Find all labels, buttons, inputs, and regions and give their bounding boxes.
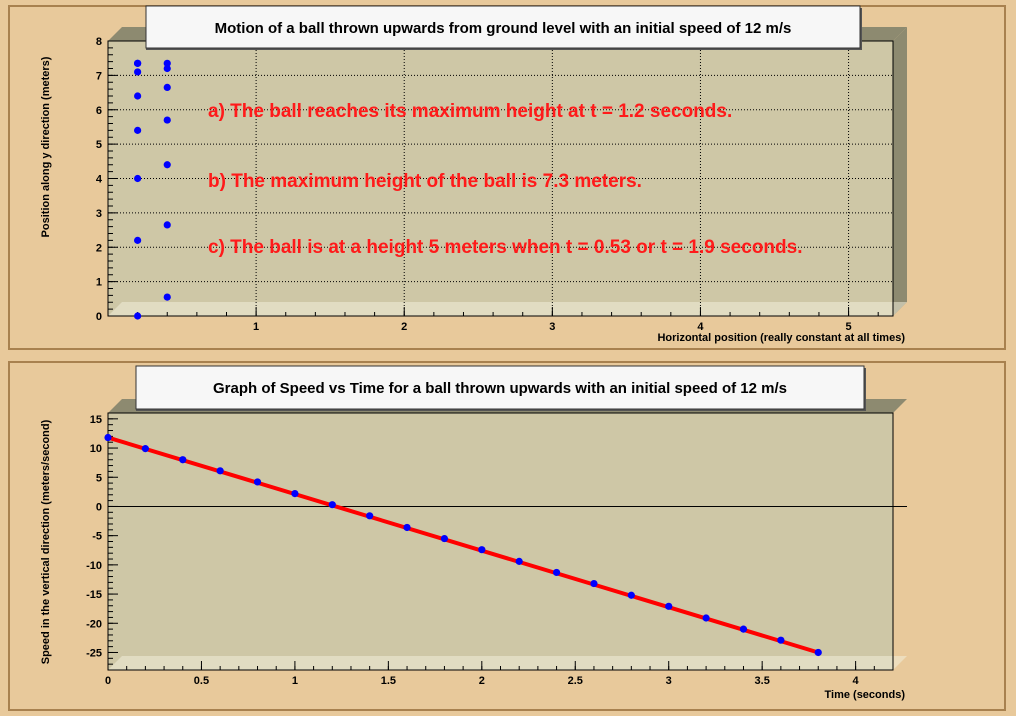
bottom-x-axis-label: Time (seconds) — [825, 689, 906, 701]
bottom-x-tick-label: 4 — [853, 675, 860, 687]
top-x-axis-label: Horizontal position (really constant at … — [657, 332, 905, 344]
top-y-tick-label: 3 — [96, 208, 102, 220]
top-point-s0 — [134, 174, 142, 183]
annotation-c: c) The ball is at a height 5 meters when… — [208, 237, 802, 258]
top-grid — [108, 41, 893, 316]
bottom-point — [440, 534, 449, 543]
top-y-tick-label: 4 — [96, 174, 103, 186]
annotation-b: b) The maximum height of the ball is 7.3… — [208, 171, 642, 192]
annotation-a: a) The ball reaches its maximum height a… — [208, 101, 732, 122]
bottom-x-tick-label: 3 — [666, 675, 672, 687]
bottom-point — [627, 591, 635, 599]
bottom-data-points — [104, 433, 822, 657]
bottom-y-tick-label: -5 — [92, 531, 102, 543]
bottom-x-tick-label: 1.5 — [381, 675, 396, 687]
bottom-point — [216, 467, 224, 475]
top-y-tick-label: 6 — [96, 105, 102, 117]
bottom-y-tick-label: 0 — [96, 501, 102, 513]
top-x-tick-label: 3 — [549, 321, 555, 333]
bottom-y-tick-label: -20 — [86, 618, 102, 630]
bottom-point — [739, 625, 748, 633]
top-x-tick-label: 2 — [401, 321, 407, 333]
bottom-x-tick-label: 2.5 — [568, 675, 583, 687]
top-point-s0 — [134, 92, 142, 100]
top-point-s0 — [134, 236, 142, 244]
bottom-plot-frame — [107, 399, 907, 671]
top-y-tick-label: 1 — [96, 277, 102, 289]
fit-line — [106, 435, 821, 655]
bottom-fit-line — [106, 435, 821, 655]
top-point-s1 — [163, 116, 171, 124]
bottom-axes: 0 0.5 1 1.5 2 2.5 3 3.5 4 15 10 5 0 -5 -10 -15 -20 -25 — [86, 412, 907, 687]
bottom-title-box — [135, 365, 865, 410]
bottom-x-tick-label: 3.5 — [755, 675, 770, 687]
bottom-y-tick-label: 10 — [90, 443, 102, 455]
bottom-point — [515, 557, 523, 565]
bottom-x-tick-label: 1 — [292, 675, 298, 687]
bottom-y-tick-label: -25 — [86, 647, 102, 659]
top-y-tick-label: 2 — [96, 242, 102, 254]
top-point-s1 — [163, 293, 171, 301]
bottom-point — [590, 579, 598, 588]
top-x-tick-label: 1 — [253, 321, 259, 333]
top-x-tick-label: 4 — [697, 321, 704, 333]
top-chart-title: Motion of a ball thrown upwards from gro… — [215, 20, 792, 37]
top-point-s0 — [134, 59, 142, 67]
bottom-point — [366, 512, 374, 520]
top-y-tick-label: 7 — [96, 70, 102, 82]
bottom-y-axis-label: Speed in the vertical direction (meters/… — [40, 419, 52, 664]
bottom-y-tick-label: -15 — [86, 589, 102, 601]
bottom-point — [814, 648, 822, 657]
bottom-point — [141, 445, 149, 453]
bottom-x-tick-label: 0.5 — [194, 675, 209, 687]
bottom-point — [665, 602, 673, 610]
bottom-y-tick-label: 15 — [90, 414, 102, 426]
top-point-s1 — [163, 161, 171, 169]
top-y-axis-label: Position along y direction (meters) — [40, 56, 52, 237]
top-point-s1 — [163, 64, 171, 73]
top-axes: 1 2 3 4 5 0 1 2 3 4 5 6 7 8 — [96, 36, 879, 333]
top-point-s1 — [163, 83, 171, 92]
bottom-y-tick-label: -10 — [86, 560, 102, 572]
bottom-x-tick-label: 2 — [479, 675, 485, 687]
bottom-point — [777, 636, 785, 644]
bottom-point — [253, 478, 262, 486]
bottom-y-tick-label: 5 — [96, 472, 102, 484]
top-point-s0 — [134, 68, 142, 76]
bottom-point — [478, 546, 486, 554]
top-y-tick-label: 0 — [96, 311, 102, 323]
bottom-point — [104, 433, 112, 442]
top-point-s1 — [163, 59, 171, 67]
bottom-point — [291, 490, 299, 498]
top-y-tick-label: 5 — [96, 139, 102, 151]
bottom-point — [702, 614, 710, 622]
bottom-x-tick-label: 0 — [105, 675, 111, 687]
bottom-point — [328, 501, 336, 509]
top-title-box — [145, 5, 861, 49]
top-point-s0 — [134, 312, 142, 320]
top-data-points — [134, 59, 171, 320]
bottom-point — [403, 523, 411, 532]
bottom-chart-title: Graph of Speed vs Time for a ball thrown… — [213, 380, 787, 397]
top-x-tick-label: 5 — [846, 321, 852, 333]
top-y-tick-label: 8 — [96, 36, 102, 48]
top-point-s1 — [163, 221, 171, 229]
bottom-point — [179, 456, 187, 464]
top-point-s0 — [134, 126, 142, 134]
bottom-point — [552, 568, 561, 577]
